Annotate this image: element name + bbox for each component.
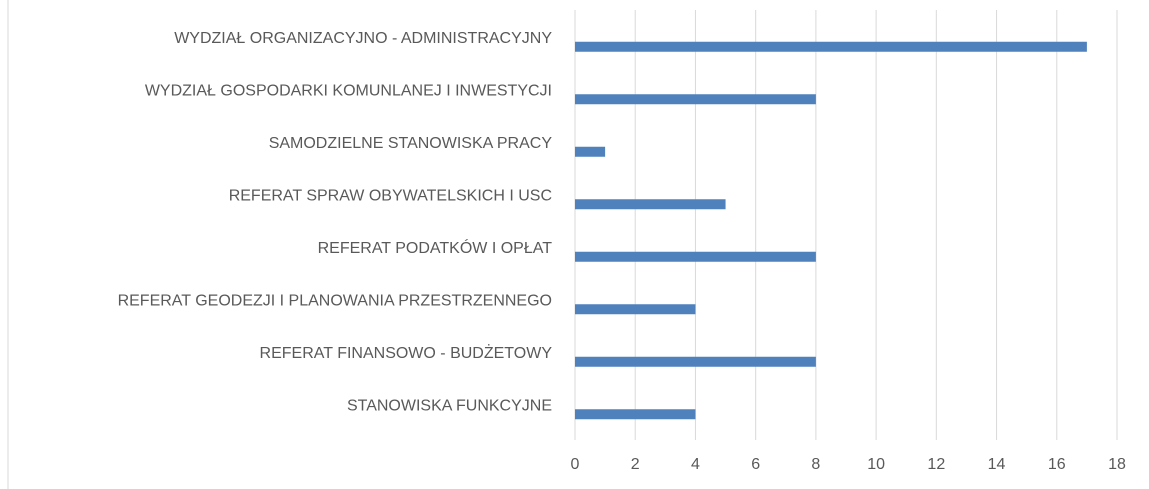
y-tick-label: WYDZIAŁ ORGANIZACYJNO - ADMINISTRACYJNY <box>174 30 552 47</box>
x-tick-label: 16 <box>1048 456 1066 473</box>
x-tick-label: 0 <box>571 456 580 473</box>
x-tick-label: 10 <box>867 456 885 473</box>
y-tick-label: REFERAT SPRAW OBYWATELSKICH I USC <box>229 188 552 205</box>
x-tick-label: 2 <box>631 456 640 473</box>
x-tick-label: 4 <box>691 456 700 473</box>
y-tick-label: REFERAT GEODEZJI I PLANOWANIA PRZESTRZEN… <box>118 293 552 310</box>
bar <box>575 304 696 315</box>
y-tick-label: WYDZIAŁ GOSPODARKI KOMUNLANEJ I INWESTYC… <box>145 83 552 100</box>
bar <box>575 251 816 262</box>
x-tick-label: 6 <box>751 456 760 473</box>
x-tick-label: 8 <box>811 456 820 473</box>
bar <box>575 409 696 420</box>
x-tick-label: 12 <box>927 456 945 473</box>
y-tick-label: SAMODZIELNE STANOWISKA PRACY <box>269 135 553 152</box>
x-tick-label: 18 <box>1108 456 1126 473</box>
bar <box>575 41 1087 52</box>
bar <box>575 356 816 367</box>
y-tick-label: STANOWISKA FUNKCYJNE <box>347 398 552 415</box>
y-tick-label: REFERAT FINANSOWO - BUDŻETOWY <box>260 343 553 362</box>
bar <box>575 146 606 157</box>
x-tick-label: 14 <box>988 456 1006 473</box>
bar <box>575 94 816 105</box>
y-tick-label: REFERAT PODATKÓW I OPŁAT <box>318 238 553 257</box>
bar <box>575 199 726 210</box>
